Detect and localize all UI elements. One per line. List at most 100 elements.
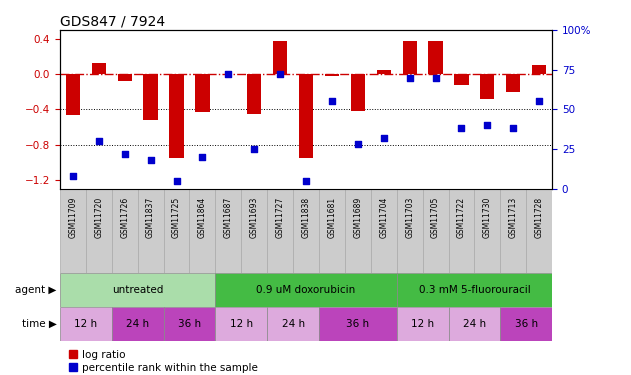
Bar [506,74,521,92]
Text: GSM11730: GSM11730 [483,197,492,238]
Bar [397,273,552,307]
Bar [196,74,209,112]
Point [404,75,415,81]
Bar [143,74,158,120]
Bar [66,74,80,116]
Text: GDS847 / 7924: GDS847 / 7924 [60,15,165,29]
Text: GSM11705: GSM11705 [431,197,440,238]
Text: GSM11689: GSM11689 [353,197,362,238]
Point [327,98,337,104]
Text: 12 h: 12 h [74,319,97,328]
Bar [428,42,443,74]
Bar [532,65,546,74]
Bar [449,307,500,340]
Point [249,146,259,152]
Bar [215,189,241,273]
Point [353,141,363,147]
Point [68,173,78,179]
Bar [449,189,475,273]
Bar [319,189,345,273]
Bar [189,189,215,273]
Bar [293,189,319,273]
Bar [117,74,132,81]
Text: GSM11838: GSM11838 [302,197,310,238]
Bar [397,189,423,273]
Text: 36 h: 36 h [346,319,369,328]
Text: GSM11713: GSM11713 [509,197,518,238]
Point [120,151,130,157]
Bar [397,307,449,340]
Bar [319,307,397,340]
Bar [480,74,495,99]
Bar [423,189,449,273]
Bar [86,189,112,273]
Text: GSM11720: GSM11720 [94,197,103,238]
Point [430,75,440,81]
Text: untreated: untreated [112,285,163,295]
Bar [403,40,417,74]
Bar [267,307,319,340]
Point [275,71,285,77]
Bar [299,74,313,158]
Bar [60,189,86,273]
Point [534,98,544,104]
Text: 24 h: 24 h [463,319,486,328]
Bar [241,189,267,273]
Text: GSM11726: GSM11726 [121,197,129,238]
Point [198,154,208,160]
Text: GSM11703: GSM11703 [405,197,414,238]
Bar [475,189,500,273]
Text: 36 h: 36 h [178,319,201,328]
Bar [500,189,526,273]
Point [456,125,466,131]
Point [379,135,389,141]
Text: GSM11727: GSM11727 [276,197,285,238]
Text: GSM11722: GSM11722 [457,197,466,238]
Bar [371,189,397,273]
Bar [60,273,215,307]
Text: 36 h: 36 h [515,319,538,328]
Text: 12 h: 12 h [411,319,434,328]
Text: 24 h: 24 h [281,319,305,328]
Bar [267,189,293,273]
Text: GSM11864: GSM11864 [198,197,207,238]
Legend: log ratio, percentile rank within the sample: log ratio, percentile rank within the sa… [65,346,262,375]
Text: GSM11687: GSM11687 [224,197,233,238]
Bar [112,189,138,273]
Bar [345,189,371,273]
Text: 0.9 uM doxorubicin: 0.9 uM doxorubicin [256,285,356,295]
Bar [138,189,163,273]
Bar [351,74,365,111]
Point [482,122,492,128]
Bar [215,307,267,340]
Bar [247,74,261,114]
Bar [377,70,391,74]
Bar [91,63,106,74]
Bar [163,189,189,273]
Bar [500,307,552,340]
Text: 24 h: 24 h [126,319,149,328]
Text: GSM11837: GSM11837 [146,197,155,238]
Point [223,71,233,77]
Point [94,138,104,144]
Text: GSM11728: GSM11728 [534,197,544,238]
Text: 0.3 mM 5-fluorouracil: 0.3 mM 5-fluorouracil [418,285,530,295]
Bar [163,307,215,340]
Bar [325,74,339,76]
Text: GSM11725: GSM11725 [172,197,181,238]
Text: GSM11709: GSM11709 [68,197,78,238]
Text: GSM11681: GSM11681 [327,197,336,238]
Point [146,157,156,163]
Bar [112,307,163,340]
Bar [526,189,552,273]
Point [172,178,182,184]
Point [508,125,518,131]
Bar [215,273,397,307]
Text: agent ▶: agent ▶ [15,285,57,295]
Text: GSM11704: GSM11704 [379,197,388,238]
Text: time ▶: time ▶ [22,319,57,328]
Text: GSM11693: GSM11693 [250,197,259,238]
Bar [273,42,287,74]
Text: 12 h: 12 h [230,319,253,328]
Bar [454,74,469,85]
